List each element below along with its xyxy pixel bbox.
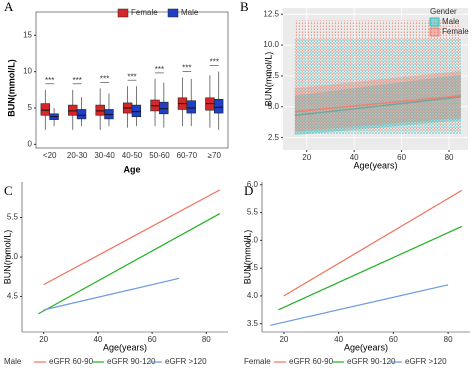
box (213, 98, 224, 114)
x-tick-label: 20 (302, 153, 311, 162)
x-axis-title: Age(years) (344, 342, 388, 352)
y-tick-label: 10.0 (263, 40, 279, 49)
significance: *** (127, 72, 136, 81)
panel-letter: D (244, 183, 253, 198)
x-tick-label: 20 (39, 335, 48, 344)
x-axis-title: Age(years) (353, 160, 397, 170)
significance: *** (100, 74, 109, 83)
x-tick-label: 60 (148, 335, 157, 344)
x-axis-title: Age(years) (103, 342, 147, 352)
trend-line (294, 96, 461, 117)
y-tick-label: 3.5 (247, 319, 259, 328)
box (95, 104, 105, 116)
legend-title: Male (4, 357, 22, 366)
x-tick-label: 40 (350, 153, 359, 162)
panel-letter: B (240, 0, 249, 14)
legend-label: Male (181, 8, 199, 17)
x-tick-label: 80 (202, 335, 211, 344)
y-tick-label: 5.0 (7, 252, 19, 261)
box (159, 101, 169, 115)
significance: *** (45, 76, 54, 85)
y-axis-title: BUN(mmol/L) (263, 52, 273, 107)
interval-band (294, 74, 461, 136)
panel-letter: A (4, 0, 14, 14)
y-axis-title: BUN(mmol/L) (6, 59, 16, 117)
legend-label: eGFR 60-90 (289, 357, 334, 366)
x-tick-label: 60 (397, 153, 406, 162)
legend-label: Female (442, 27, 469, 36)
legend-label: Male (442, 17, 460, 26)
line (43, 189, 221, 286)
plot-frame (35, 11, 229, 149)
x-tick-label: ≥70 (208, 151, 222, 160)
x-tick-label: 20 (279, 335, 288, 344)
x-tick-label: 80 (444, 335, 453, 344)
x-tick-label: <20 (43, 151, 57, 160)
line (278, 225, 463, 311)
interval-band (294, 70, 461, 132)
legend-swatch (167, 8, 179, 18)
trend-line (294, 94, 461, 113)
y-axis-title: BUN(mmol/L) (242, 230, 252, 285)
y-tick-label: 15 (23, 30, 32, 39)
x-axis-title: Age (123, 164, 140, 174)
y-tick-label: 5.0 (268, 102, 280, 111)
y-tick-label: 7.5 (268, 71, 280, 80)
y-axis-title: BUN(mmol/L) (2, 230, 12, 285)
x-tick-label: 60 (389, 335, 398, 344)
line (43, 277, 180, 311)
box (76, 109, 87, 120)
y-tick-label: 6.0 (247, 180, 259, 189)
line (37, 213, 221, 315)
box (68, 104, 78, 116)
significance: *** (72, 76, 81, 85)
x-tick-label: 60-70 (177, 151, 198, 160)
y-tick-label: 0 (28, 139, 33, 148)
legend-title: Female (244, 357, 271, 366)
y-tick-label: 5.0 (247, 235, 259, 244)
y-tick-label: 12.5 (263, 9, 279, 18)
y-tick-label: 10 (23, 67, 32, 76)
point-cloud (294, 20, 461, 132)
panel-letter: C (4, 183, 13, 198)
line (283, 189, 463, 297)
legend-label: eGFR 90-120 (107, 357, 156, 366)
y-tick-label: 4.0 (247, 291, 259, 300)
y-tick-label: 5.5 (247, 208, 259, 217)
x-tick-label: 80 (445, 153, 454, 162)
box (40, 103, 51, 116)
x-tick-label: 30-40 (94, 151, 115, 160)
significance: *** (210, 58, 219, 67)
legend-label: Female (131, 8, 158, 17)
legend-label: eGFR >120 (165, 357, 207, 366)
significance: *** (155, 65, 164, 74)
box (186, 100, 196, 114)
line (270, 284, 449, 326)
x-tick-label: 40-50 (122, 151, 143, 160)
legend-swatch (429, 27, 440, 37)
x-tick-label: 50-60 (149, 151, 170, 160)
legend-label: eGFR 60-90 (49, 357, 94, 366)
y-tick-label: 4.5 (247, 263, 259, 272)
legend-swatch (429, 17, 440, 27)
box (131, 104, 142, 118)
y-tick-label: 5.5 (7, 213, 19, 222)
y-tick-label: 5 (28, 103, 33, 112)
y-tick-label: 4.5 (7, 292, 19, 301)
significance: *** (182, 64, 191, 73)
x-tick-label: 20-30 (67, 151, 88, 160)
x-tick-label: 40 (93, 335, 102, 344)
legend-title: Gender (430, 7, 457, 16)
legend-label: eGFR 90-120 (347, 357, 396, 366)
y-tick-label: 2.5 (268, 133, 280, 142)
x-tick-label: 40 (334, 335, 343, 344)
legend-label: eGFR >120 (405, 357, 447, 366)
legend-swatch (117, 8, 129, 18)
